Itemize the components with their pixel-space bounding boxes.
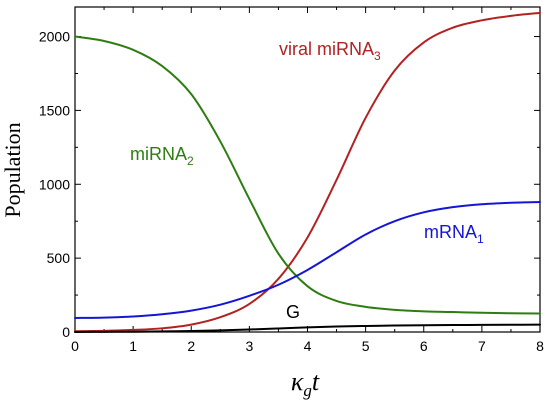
y-tick-label: 2000 [39,29,70,45]
series-label-g: G [286,302,300,322]
y-tick-label: 1500 [39,102,70,118]
series-label-viral-mirna3: viral miRNA3 [279,39,381,63]
x-axis-kappa: κ [291,367,304,396]
x-tick-label: 2 [187,338,195,354]
series-label-mrna1-sub: 1 [477,232,484,246]
x-tick-label: 1 [129,338,137,354]
series-label-mrna1: mRNA1 [424,222,484,246]
series-label-mirna2-sub: 2 [187,154,194,168]
x-axis-subscript: g [303,381,312,400]
series-label-mirna2-name: miRNA [130,144,187,164]
y-tick-label: 500 [47,250,71,266]
series-label-mirna2: miRNA2 [130,144,194,168]
y-tick-label: 1000 [39,176,70,192]
series-line-viral-mirna3 [74,11,541,333]
series-label-viral-mirna3-sub: 3 [374,49,381,63]
x-tick-label: 4 [304,338,312,354]
series-label-viral-mirna3-name: viral miRNA [279,39,374,59]
x-axis-variable: t [312,367,320,396]
x-tick-label: 7 [478,338,486,354]
series-group [74,11,541,333]
x-tick-label: 3 [245,338,253,354]
x-tick-label: 0 [71,338,79,354]
series-line-g [74,323,541,333]
y-axis-title: Population [0,122,25,217]
x-tick-label: 6 [420,338,428,354]
y-tick-label: 0 [62,324,70,340]
x-tick-label: 8 [536,338,544,354]
x-tick-label: 5 [362,338,370,354]
x-axis-title: κgt [291,367,320,400]
series-line-mirna2 [74,35,541,315]
axis-ticks: 0 1 2 3 4 5 6 7 8 0 500 1000 1500 2000 [39,7,544,354]
series-label-mrna1-name: mRNA [424,222,477,242]
series-line-mrna1 [74,201,541,319]
